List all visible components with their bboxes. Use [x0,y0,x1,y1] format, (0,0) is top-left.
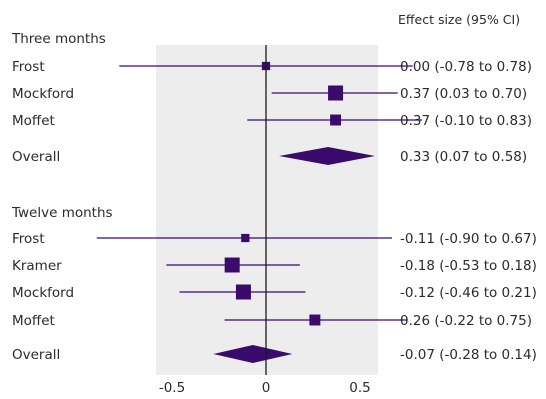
study-name: Frost [12,59,45,75]
effect-size-header: Effect size (95% CI) [398,12,520,27]
study-name: Kramer [12,258,62,274]
study-name: Mockford [12,86,74,102]
overall-effect-label: -0.07 (-0.28 to 0.14) [400,347,537,363]
study-effect-label: 0.37 (-0.10 to 0.83) [400,113,532,129]
x-axis: -0.5 0 0.5 [159,380,371,396]
study-effect-label: -0.12 (-0.46 to 0.21) [400,285,537,301]
point-estimate-box [330,114,342,126]
x-tick-label: 0 [262,380,271,396]
group-heading: Three months [11,31,106,47]
study-name: Moffet [12,113,55,129]
plot-panel [156,45,378,375]
overall-diamond [213,345,293,363]
overall-effect-label: 0.33 (0.07 to 0.58) [400,149,527,165]
overall-label: Overall [12,149,60,165]
study-effect-label: 0.37 (0.03 to 0.70) [400,86,527,102]
study-name: Moffet [12,313,55,329]
x-tick-label: 0.5 [349,380,370,396]
rows-layer: Three months Frost 0.00 (-0.78 to 0.78) Moc… [11,31,537,363]
point-estimate-box [328,85,344,101]
overall-diamond [279,147,376,165]
overall-label: Overall [12,347,60,363]
point-estimate-box [235,284,251,300]
study-name: Mockford [12,285,74,301]
point-estimate-box [309,314,321,326]
study-name: Frost [12,231,45,247]
study-effect-label: 0.26 (-0.22 to 0.75) [400,313,532,329]
x-tick-label: -0.5 [159,380,185,396]
point-estimate-box [241,233,250,243]
study-effect-label: -0.18 (-0.53 to 0.18) [400,258,537,274]
marks-layer [96,61,423,363]
study-effect-label: -0.11 (-0.90 to 0.67) [400,231,537,247]
group-heading: Twelve months [11,205,113,221]
point-estimate-box [224,257,240,273]
study-effect-label: 0.00 (-0.78 to 0.78) [400,59,532,75]
